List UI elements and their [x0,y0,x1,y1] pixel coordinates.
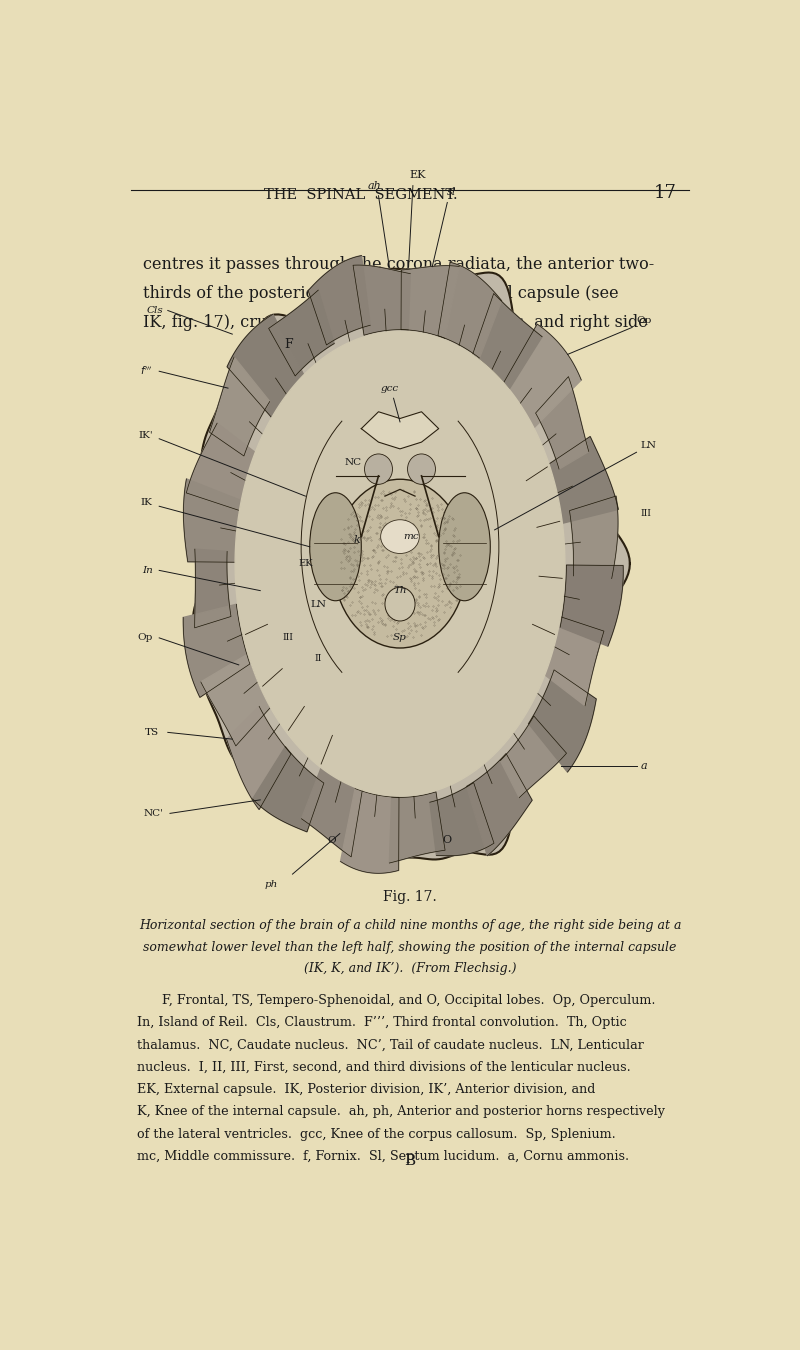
Text: B: B [405,1154,415,1168]
Text: THE  SPINAL  SEGMENT.: THE SPINAL SEGMENT. [263,188,458,201]
Text: IK: IK [141,498,153,508]
Text: Sp: Sp [393,633,407,643]
Polygon shape [210,356,270,456]
Polygon shape [183,605,250,698]
Polygon shape [186,423,256,510]
Polygon shape [302,765,362,857]
Polygon shape [430,783,494,856]
Text: ah: ah [367,181,381,190]
Text: III: III [282,633,294,643]
Text: In: In [142,566,153,575]
Text: mc: mc [403,532,418,541]
Polygon shape [194,549,231,628]
Polygon shape [353,265,410,335]
Polygon shape [466,753,532,856]
Polygon shape [341,788,399,873]
Polygon shape [390,792,445,863]
Text: thirds of the posterior division of the internal capsule (see: thirds of the posterior division of the … [143,285,619,301]
Ellipse shape [385,587,415,621]
Text: IK, fig. 17), crus cerebri, right side of the pons, and right side: IK, fig. 17), crus cerebri, right side o… [143,313,648,331]
Text: Fig. 17.: Fig. 17. [383,890,437,903]
Text: EK: EK [298,559,313,568]
Polygon shape [438,262,502,358]
Polygon shape [253,747,324,832]
Ellipse shape [407,454,435,485]
Text: F: F [284,338,293,351]
Text: O: O [442,836,452,845]
Polygon shape [544,617,604,706]
Text: Th: Th [394,586,406,595]
Text: IK': IK' [138,431,153,440]
Text: LN: LN [641,441,657,450]
Text: EK, External capsule.  IK, Posterior division, IK’, Anterior division, and: EK, External capsule. IK, Posterior divi… [138,1083,595,1096]
Text: thalamus.  NC, Caudate nucleus.  NC’, Tail of caudate nucleus.  LN, Lenticular: thalamus. NC, Caudate nucleus. NC’, Tail… [138,1038,644,1052]
Polygon shape [535,377,589,470]
Polygon shape [183,479,242,562]
Text: mc, Middle commissure.  f, Fornix.  Sl, Septum lucidum.  a, Cornu ammonis.: mc, Middle commissure. f, Fornix. Sl, Se… [138,1150,630,1164]
Polygon shape [529,670,596,772]
Polygon shape [235,331,565,796]
Polygon shape [473,293,542,389]
Text: ph: ph [264,880,278,888]
Ellipse shape [438,493,490,601]
Text: EK: EK [409,170,426,181]
Text: k: k [354,535,360,545]
Text: a: a [641,761,647,771]
Polygon shape [401,266,459,339]
Text: (IK, K, and IK’).  (From Flechsig.): (IK, K, and IK’). (From Flechsig.) [304,963,516,976]
Polygon shape [549,436,618,524]
Text: K, Knee of the internal capsule.  ah, ph, Anterior and posterior horns respectiv: K, Knee of the internal capsule. ah, ph,… [138,1106,666,1118]
Text: II: II [314,653,322,663]
Text: somewhat lower level than the left half, showing the position of the internal ca: somewhat lower level than the left half,… [143,941,677,953]
Text: III: III [641,509,652,517]
Text: NC: NC [344,458,362,467]
Ellipse shape [381,520,419,554]
Text: In, Island of Reil.  Cls, Claustrum.  F’’’, Third frontal convolution.  Th, Opti: In, Island of Reil. Cls, Claustrum. F’’’… [138,1017,627,1029]
Polygon shape [269,290,334,375]
Text: $f^{\prime\prime\prime}$: $f^{\prime\prime\prime}$ [141,364,153,378]
Ellipse shape [334,479,466,648]
Polygon shape [193,267,630,860]
Text: of the lateral ventricles.  gcc, Knee of the corpus callosum.  Sp, Splenium.: of the lateral ventricles. gcc, Knee of … [138,1127,616,1141]
Text: gcc: gcc [380,383,398,393]
Text: Op: Op [637,316,652,325]
Polygon shape [308,255,370,346]
Text: nucleus.  I, II, III, First, second, and third divisions of the lenticular nucle: nucleus. I, II, III, First, second, and … [138,1061,631,1073]
Ellipse shape [365,454,393,485]
Text: LN: LN [310,599,326,609]
Polygon shape [500,716,566,798]
Text: TS: TS [145,728,159,737]
Text: O: O [327,836,335,845]
Polygon shape [362,412,438,448]
Polygon shape [227,315,304,418]
Text: sl: sl [447,188,456,197]
Text: Horizontal section of the brain of a child nine months of age, the right side be: Horizontal section of the brain of a chi… [138,919,682,931]
Text: Cls: Cls [146,306,163,315]
Ellipse shape [310,493,362,601]
Text: NC': NC' [144,809,163,818]
Polygon shape [560,566,623,647]
Text: 17: 17 [654,184,677,201]
Polygon shape [201,653,270,747]
Text: Op: Op [138,633,153,643]
Text: centres it passes through the corona radiata, the anterior two-: centres it passes through the corona rad… [143,255,654,273]
Polygon shape [570,495,618,579]
Polygon shape [226,706,291,810]
Text: F, Frontal, TS, Tempero-Sphenoidal, and O, Occipital lobes.  Op, Operculum.: F, Frontal, TS, Tempero-Sphenoidal, and … [162,994,655,1007]
Polygon shape [502,324,582,429]
